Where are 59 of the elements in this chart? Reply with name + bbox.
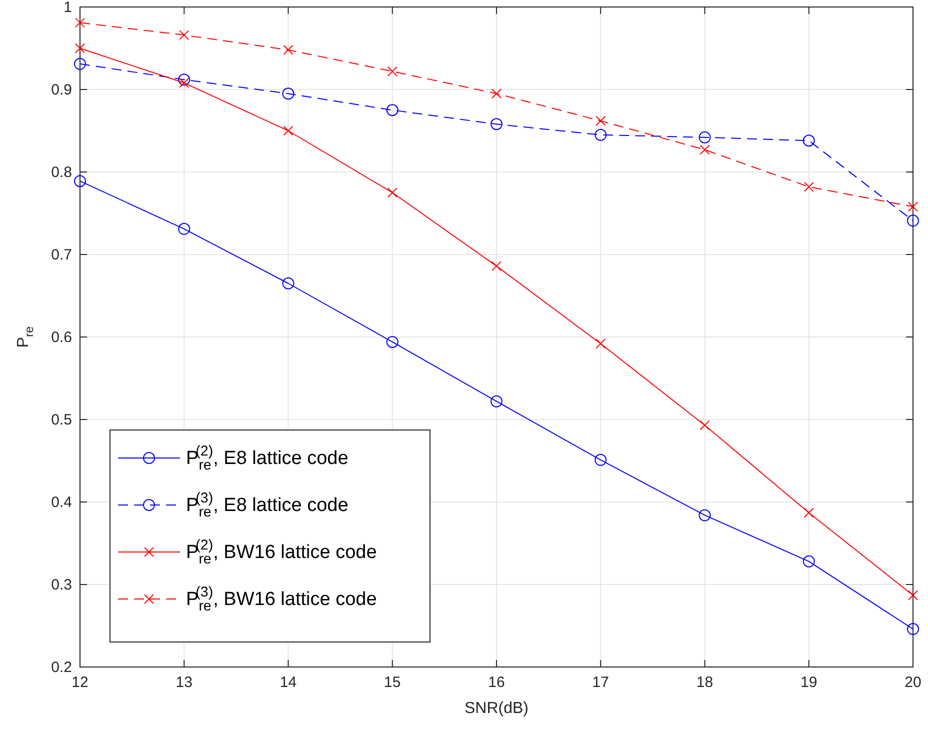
legend-label: P$_{re}$$^{(2)}$, E8 lattice code — [186, 443, 348, 474]
y-tick-label: 0.5 — [51, 412, 72, 428]
legend-label: P$_{re}$$^{(3)}$, BW16 lattice code — [186, 584, 377, 615]
x-tick-label: 12 — [72, 674, 88, 691]
point — [804, 182, 814, 192]
point — [594, 454, 607, 466]
point — [596, 338, 606, 349]
y-tick-label: 0.7 — [51, 246, 72, 264]
y-tick-label: 0.4 — [51, 494, 72, 511]
point — [802, 134, 815, 147]
point — [594, 128, 607, 141]
point — [490, 118, 502, 130]
point — [492, 261, 502, 272]
point — [75, 18, 85, 28]
x-axis-title: SNR(dB) — [464, 700, 529, 717]
point — [908, 202, 918, 212]
point — [386, 336, 398, 348]
point — [698, 131, 711, 144]
point — [907, 214, 919, 227]
x-tick-label: 20 — [904, 674, 922, 691]
point — [178, 222, 190, 235]
point — [387, 188, 398, 198]
point — [179, 78, 190, 88]
legend-label: P$_{re}$$^{(2)}$, BW16 lattice code — [186, 537, 377, 568]
point — [698, 509, 711, 522]
y-tick-label: 0.8 — [51, 164, 72, 181]
point — [283, 126, 294, 136]
point — [178, 74, 190, 86]
point — [283, 44, 294, 55]
point — [75, 43, 85, 54]
point — [804, 508, 814, 518]
x-tick-label: 17 — [592, 674, 609, 691]
point — [282, 277, 294, 290]
x-tick-label: 19 — [800, 674, 818, 691]
point — [700, 144, 710, 155]
y-tick-label: 0.6 — [51, 329, 72, 346]
x-tick-label: 15 — [384, 674, 401, 691]
point — [74, 175, 86, 188]
y-tick-label: 0.2 — [51, 659, 72, 676]
point — [596, 116, 606, 126]
point — [387, 66, 398, 76]
point — [802, 555, 815, 568]
point — [700, 420, 710, 430]
point — [907, 623, 919, 636]
point — [490, 395, 502, 408]
y-tick-label: 1 — [64, 0, 72, 16]
x-tick-label: 13 — [176, 674, 192, 691]
point — [492, 88, 502, 99]
y-tick-label: 0.3 — [51, 576, 72, 594]
point — [74, 58, 86, 70]
y-tick-label: 0.9 — [51, 82, 72, 98]
point — [179, 30, 190, 40]
x-tick-label: 14 — [280, 674, 297, 691]
x-tick-label: 16 — [488, 674, 505, 691]
point — [386, 104, 398, 116]
point — [282, 88, 294, 100]
x-tick-label: 18 — [696, 674, 714, 691]
legend-label: P$_{re}$$^{(3)}$, E8 lattice code — [186, 490, 348, 521]
point — [908, 590, 918, 600]
